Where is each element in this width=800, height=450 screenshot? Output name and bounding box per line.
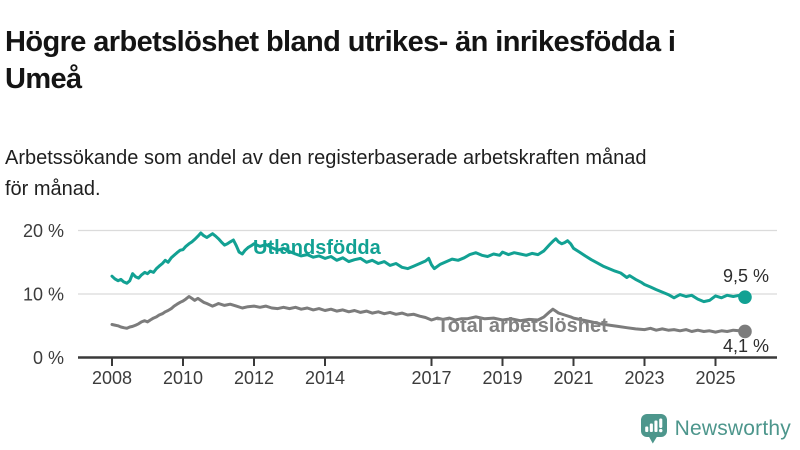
page-subtitle: Arbetssökande som andel av den registerb… <box>5 143 765 205</box>
series-end-value: 9,5 % <box>723 266 769 286</box>
x-tick-label: 2014 <box>305 368 345 388</box>
x-tick-label: 2010 <box>163 368 203 388</box>
x-tick-label: 2008 <box>92 368 132 388</box>
y-tick-label: 20 % <box>23 221 64 241</box>
y-tick-label: 0 % <box>33 348 64 368</box>
y-tick-label: 10 % <box>23 285 64 305</box>
series-end-dot <box>738 290 752 304</box>
series-end-value: 4,1 % <box>723 336 769 356</box>
page-subtitle-line-2: för månad. <box>5 178 101 200</box>
page-title-line-1: Högre arbetslöshet bland utrikes- än inr… <box>5 26 676 59</box>
x-tick-label: 2012 <box>234 368 274 388</box>
series-label: Total arbetslöshet <box>437 315 608 337</box>
series-end-dot <box>738 324 752 339</box>
newsworthy-logo: Newsworthy <box>640 413 791 445</box>
x-tick-label: 2025 <box>695 368 735 388</box>
x-tick-label: 2017 <box>411 368 451 388</box>
x-tick-label: 2023 <box>624 368 664 388</box>
x-tick-label: 2019 <box>482 368 522 388</box>
page-subtitle-line-1: Arbetssökande som andel av den registerb… <box>5 147 647 169</box>
page-title: Högre arbetslöshet bland utrikes- än inr… <box>5 24 785 98</box>
newsworthy-icon <box>640 414 667 444</box>
newsworthy-wordmark: Newsworthy <box>674 417 791 440</box>
series-line <box>110 231 747 304</box>
series-line <box>110 295 747 334</box>
x-tick-label: 2021 <box>553 368 593 388</box>
series-label: Utlandsfödda <box>253 237 382 259</box>
page-title-line-2: Umeå <box>5 63 82 96</box>
